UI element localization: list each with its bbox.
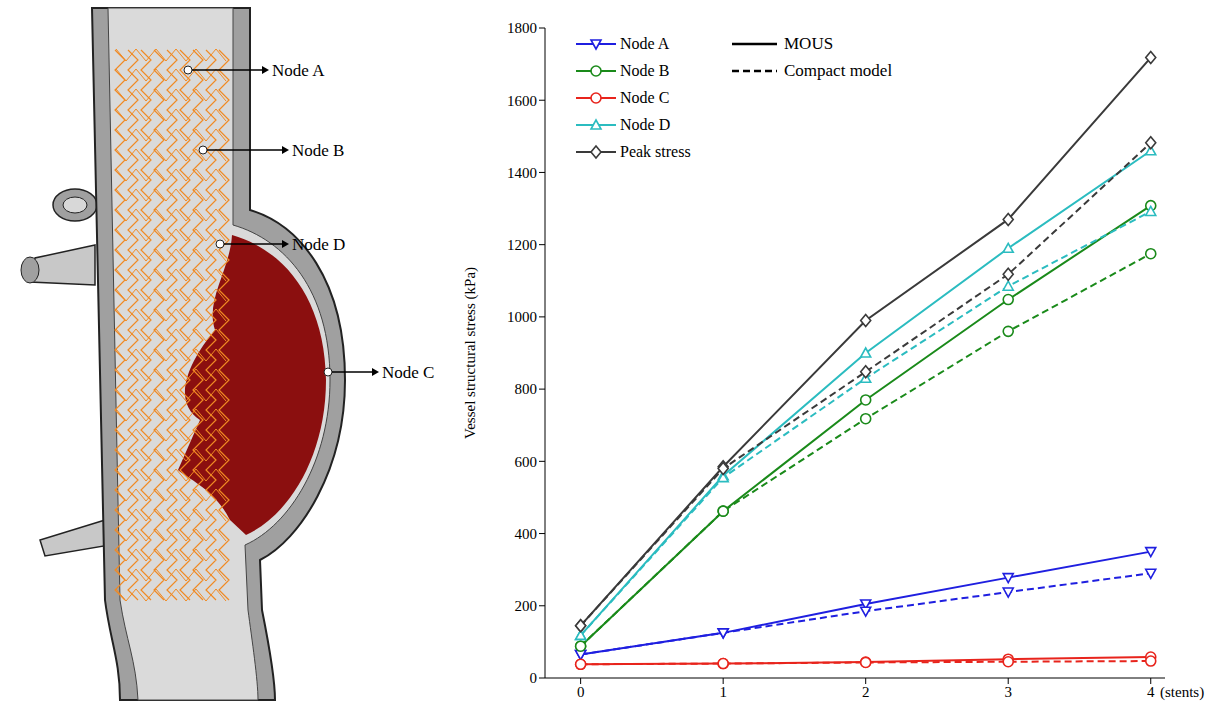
svg-text:Node A: Node A (620, 35, 670, 52)
svg-text:Node C: Node C (382, 363, 434, 382)
svg-text:600: 600 (515, 454, 538, 470)
svg-text:Vessel structural stress (kPa): Vessel structural stress (kPa) (462, 267, 479, 439)
svg-text:Node A: Node A (272, 61, 325, 80)
svg-text:Node B: Node B (620, 62, 669, 79)
svg-text:1600: 1600 (507, 93, 537, 109)
svg-text:0: 0 (577, 684, 585, 700)
svg-text:1400: 1400 (507, 165, 537, 181)
svg-text:Node C: Node C (620, 89, 669, 106)
svg-text:3: 3 (1004, 684, 1012, 700)
svg-text:1000: 1000 (507, 309, 537, 325)
html-text:(stents): (stents) (1160, 684, 1205, 700)
svg-text:MOUS: MOUS (784, 34, 833, 53)
svg-text:Peak stress: Peak stress (620, 143, 691, 160)
svg-text:Compact model: Compact model (784, 61, 892, 80)
svg-text:1200: 1200 (507, 237, 537, 253)
svg-text:Node B: Node B (292, 141, 344, 160)
svg-text:1800: 1800 (507, 20, 537, 36)
svg-text:200: 200 (515, 598, 538, 614)
svg-text:1: 1 (719, 684, 727, 700)
svg-text:400: 400 (515, 526, 538, 542)
svg-text:800: 800 (515, 381, 538, 397)
svg-text:Node D: Node D (620, 116, 670, 133)
svg-text:4: 4 (1147, 684, 1155, 700)
svg-text:Node D: Node D (292, 235, 345, 254)
svg-text:0: 0 (530, 670, 538, 686)
svg-text:2: 2 (862, 684, 870, 700)
